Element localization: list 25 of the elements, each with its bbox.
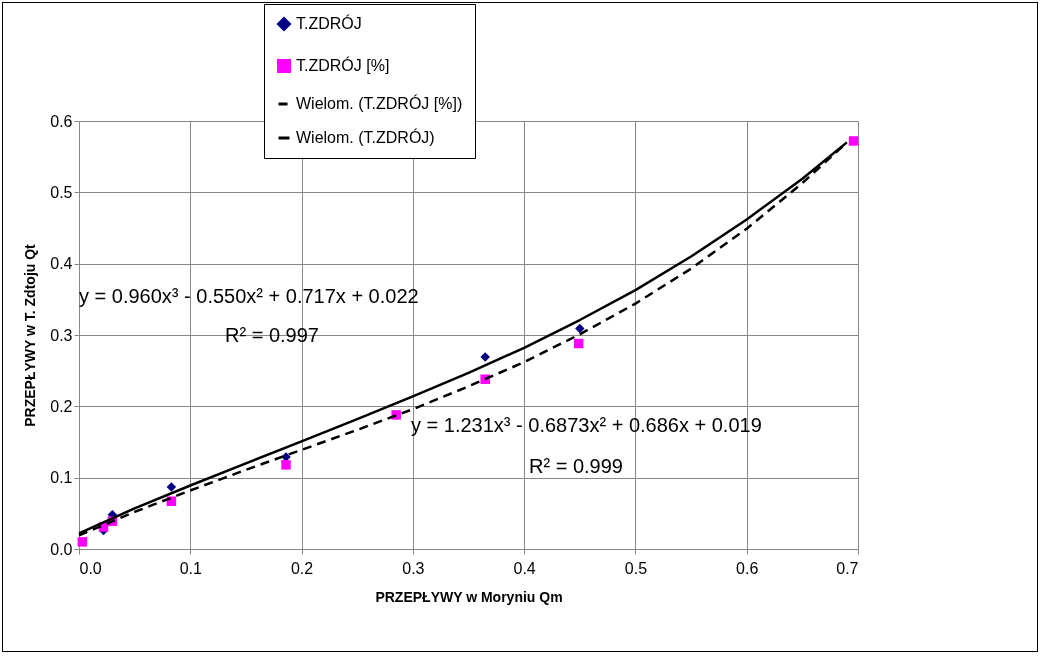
x-tick-label: 0.0 — [79, 559, 102, 577]
annotation: R² = 0.997 — [225, 324, 319, 346]
y-tick-label: 0.6 — [50, 112, 73, 130]
x-tick-label: 0.2 — [290, 559, 314, 577]
x-tick-label: 0.7 — [836, 559, 859, 577]
y-tick-label: 0.5 — [50, 183, 73, 201]
y-tick-label: 0.4 — [50, 255, 73, 273]
legend-label: Wielom. (T.ZDRÓJ) — [296, 128, 435, 146]
x-tick-label: 0.6 — [736, 559, 759, 577]
y-tick-label: 0.3 — [50, 326, 73, 344]
x-tick-label: 0.3 — [402, 559, 425, 577]
annotation: y = 0.960x³ - 0.550x² + 0.717x + 0.022 — [79, 285, 419, 307]
y-tick-label: 0.2 — [50, 397, 73, 415]
x-tick-label: 0.1 — [179, 559, 202, 577]
x-axis-title: PRZEPŁYWY w Moryniu Qm — [375, 588, 563, 605]
legend-label: T.ZDRÓJ [%] — [296, 56, 390, 74]
legend-label: T.ZDRÓJ — [296, 14, 362, 32]
annotation: R² = 0.999 — [529, 455, 623, 477]
annotation: y = 1.231x³ - 0.6873x² + 0.686x + 0.019 — [411, 414, 762, 436]
y-tick-label: 0.1 — [50, 469, 73, 487]
y-tick-label: 0.0 — [50, 540, 73, 558]
y-axis-title: PRZEPŁYWY w T. Zdtoju Qt — [22, 243, 39, 427]
legend-label: Wielom. (T.ZDRÓJ [%]) — [296, 94, 463, 112]
x-tick-label: 0.4 — [513, 559, 536, 577]
x-tick-label: 0.5 — [624, 559, 648, 577]
